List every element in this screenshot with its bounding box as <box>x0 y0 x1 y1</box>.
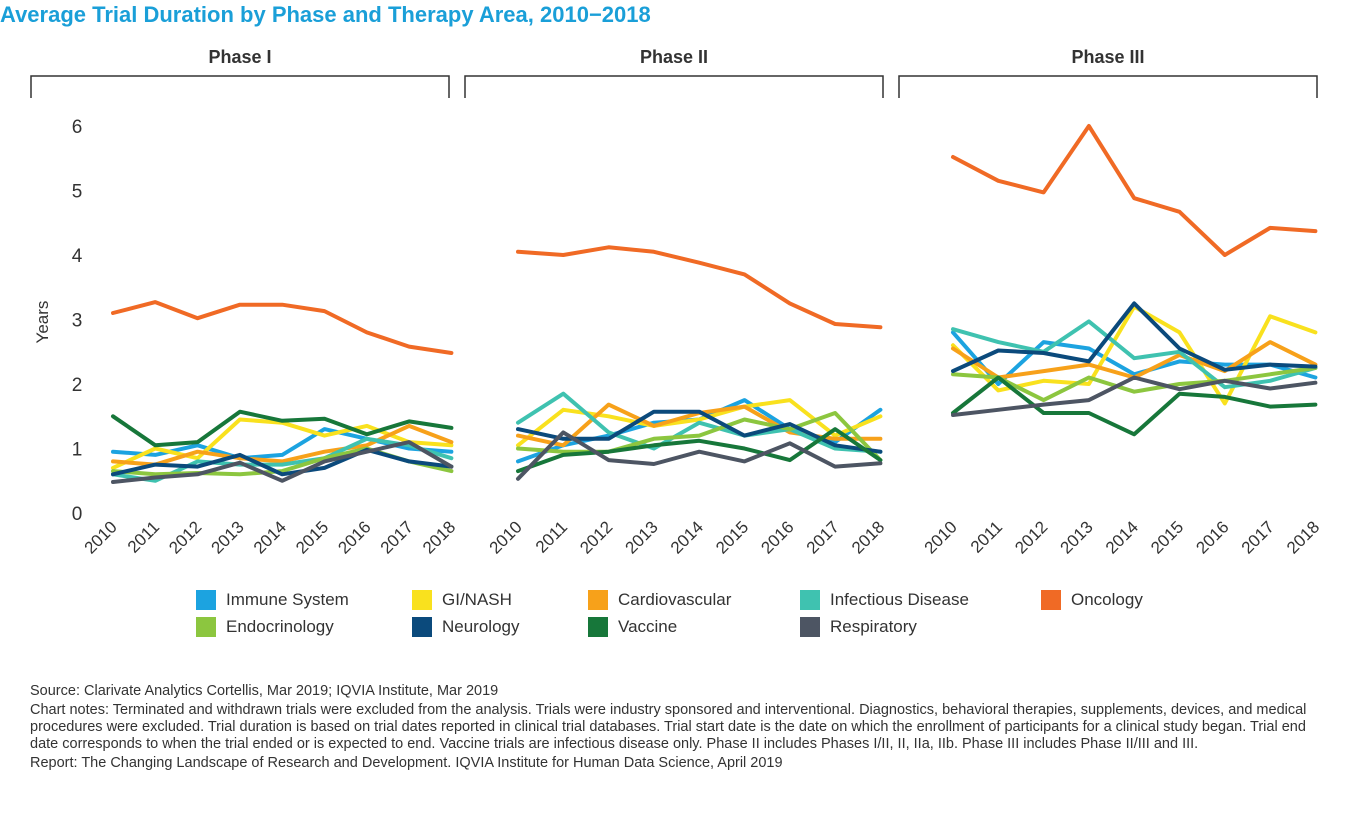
x-tick-label: 2016 <box>757 517 797 557</box>
x-tick-label: 2010 <box>81 517 121 557</box>
legend-label: Infectious Disease <box>830 590 969 609</box>
x-tick-label: 2018 <box>419 517 459 557</box>
panel-title: Phase II <box>640 47 708 67</box>
x-tick-label: 2012 <box>576 517 616 557</box>
x-tick-label: 2017 <box>803 517 843 557</box>
panel-title: Phase III <box>1071 47 1144 67</box>
panel-bracket <box>30 75 450 98</box>
y-tick-label: 5 <box>72 182 83 203</box>
series-line <box>951 375 1318 417</box>
legend-label: Vaccine <box>618 617 678 636</box>
x-tick-label: 2011 <box>532 517 571 556</box>
series-line <box>516 411 883 463</box>
x-tick-label: 2014 <box>667 517 707 557</box>
legend-item: Vaccine <box>588 615 677 639</box>
y-tick-label: 6 <box>72 117 83 138</box>
legend-label: Endocrinology <box>226 617 334 636</box>
series-line <box>111 440 454 484</box>
series-line <box>516 427 883 474</box>
legend-item: Oncology <box>1041 588 1143 612</box>
x-tick-label: 2014 <box>1102 517 1142 557</box>
panel-title: Phase I <box>208 47 271 67</box>
legend-label: Neurology <box>442 617 520 636</box>
legend-label: Respiratory <box>830 617 917 636</box>
y-tick-label: 0 <box>72 504 83 525</box>
series-line <box>951 124 1318 257</box>
x-tick-label: 2016 <box>1192 517 1232 557</box>
y-axis: 0 1 2 3 4 5 6 Years <box>33 117 83 525</box>
panel: 2010 2011 2012 2013 2014 2015 2016 2017 2018 <box>81 300 459 558</box>
legend-item: Immune System <box>196 588 349 612</box>
x-tick-label: 2018 <box>848 517 888 557</box>
series-line <box>951 365 1318 403</box>
trial-duration-chart: Phase I Phase II Phase III 0 1 2 3 4 5 6 Years 20… <box>30 47 1323 558</box>
x-tick-label: 2017 <box>377 517 417 557</box>
x-tick-label: 2013 <box>622 517 662 557</box>
chart-panels: 2010 2011 2012 2013 2014 2015 2016 2017 2018 2010… <box>81 124 1323 558</box>
series-line <box>516 398 883 448</box>
x-tick-label: 2012 <box>165 517 205 557</box>
series-line <box>951 375 1318 437</box>
legend-swatch <box>588 617 608 637</box>
series-line <box>951 319 1318 390</box>
y-tick-label: 2 <box>72 375 83 396</box>
legend-item: Neurology <box>412 615 520 639</box>
y-tick-label: 4 <box>72 246 83 267</box>
legend-item: Respiratory <box>800 615 917 639</box>
x-tick-label: 2013 <box>208 517 248 557</box>
legend-item: GI/NASH <box>412 588 512 612</box>
series-line <box>111 423 454 467</box>
legend-swatch <box>800 617 820 637</box>
x-tick-label: 2017 <box>1238 517 1278 557</box>
chart-notes-text: Chart notes: Terminated and withdrawn tr… <box>30 702 1307 752</box>
series-line <box>516 245 883 330</box>
report-note: Report: The Changing Landscape of Resear… <box>30 755 783 771</box>
legend-swatch <box>800 590 820 610</box>
legend-swatch <box>412 590 432 610</box>
series-line <box>516 430 883 481</box>
legend-swatch <box>588 590 608 610</box>
legend-label: GI/NASH <box>442 590 512 609</box>
legend-label: Cardiovascular <box>618 590 732 609</box>
x-tick-label: 2010 <box>486 517 526 557</box>
x-tick-label: 2014 <box>250 517 290 557</box>
chart-title: Average Trial Duration by Phase and Ther… <box>0 2 651 27</box>
legend-swatch <box>412 617 432 637</box>
legend-item: Endocrinology <box>196 615 334 639</box>
series-line <box>111 409 454 448</box>
panel: 2010 2011 2012 2013 2014 2015 2016 2017 2018 <box>921 124 1323 558</box>
x-tick-label: 2016 <box>334 517 374 557</box>
x-tick-label: 2013 <box>1057 517 1097 557</box>
series-line <box>111 447 454 477</box>
legend-swatch <box>1041 590 1061 610</box>
source-note: Source: Clarivate Analytics Cortellis, M… <box>30 683 499 699</box>
x-tick-label: 2018 <box>1283 517 1323 557</box>
panel-bracket <box>464 75 884 98</box>
series-line <box>951 301 1318 374</box>
series-line <box>111 300 454 355</box>
panel: 2010 2011 2012 2013 2014 2015 2016 2017 2018 <box>486 245 888 558</box>
x-tick-label: 2015 <box>712 517 752 557</box>
chart-notes: Source: Clarivate Analytics Cortellis, M… <box>30 683 1330 774</box>
panel-bracket <box>898 75 1318 98</box>
x-tick-label: 2011 <box>124 517 163 556</box>
legend-swatch <box>196 617 216 637</box>
legend-swatch <box>196 590 216 610</box>
y-tick-label: 1 <box>72 440 83 461</box>
x-tick-label: 2011 <box>967 517 1006 556</box>
legend-item: Infectious Disease <box>800 588 969 612</box>
legend-label: Immune System <box>226 590 349 609</box>
legend-label: Oncology <box>1071 590 1143 609</box>
legend-item: Cardiovascular <box>588 588 731 612</box>
x-tick-label: 2015 <box>292 517 332 557</box>
x-tick-label: 2015 <box>1147 517 1187 557</box>
x-tick-label: 2010 <box>921 517 961 557</box>
y-axis-label: Years <box>33 301 52 344</box>
x-tick-label: 2012 <box>1011 517 1051 557</box>
y-tick-label: 3 <box>72 311 83 332</box>
series-line <box>516 391 883 454</box>
panel-brackets: Phase I Phase II Phase III <box>30 47 1318 98</box>
